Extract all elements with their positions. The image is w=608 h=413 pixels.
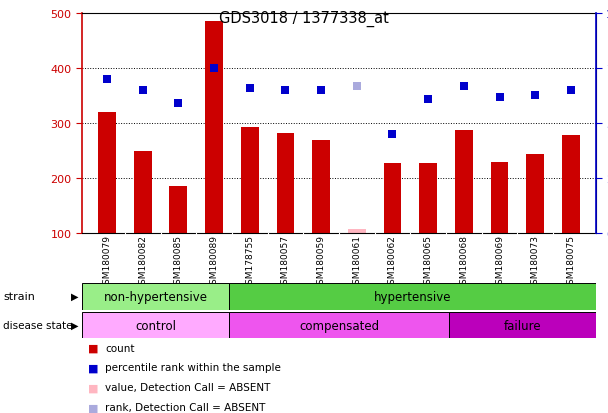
Text: disease state: disease state xyxy=(3,320,72,330)
Bar xyxy=(134,151,151,233)
Text: percentile rank within the sample: percentile rank within the sample xyxy=(105,363,281,373)
Text: GSM180082: GSM180082 xyxy=(138,235,147,290)
Bar xyxy=(82,312,229,339)
Text: ▶: ▶ xyxy=(71,291,78,301)
Bar xyxy=(455,131,473,233)
Bar xyxy=(82,283,229,310)
Bar xyxy=(98,113,116,233)
Text: non-hypertensive: non-hypertensive xyxy=(103,290,207,303)
Text: ■: ■ xyxy=(88,363,98,373)
Text: GSM178755: GSM178755 xyxy=(245,235,254,290)
Text: GSM180068: GSM180068 xyxy=(459,235,468,290)
Text: GSM180089: GSM180089 xyxy=(210,235,219,290)
Text: compensated: compensated xyxy=(299,319,379,332)
Text: GSM180065: GSM180065 xyxy=(424,235,433,290)
Text: GSM180059: GSM180059 xyxy=(317,235,326,290)
Bar xyxy=(241,128,258,233)
Bar xyxy=(277,133,294,233)
Text: hypertensive: hypertensive xyxy=(373,290,451,303)
Bar xyxy=(449,312,596,339)
Text: ■: ■ xyxy=(88,382,98,392)
Bar xyxy=(562,136,580,233)
Bar xyxy=(384,163,401,233)
Bar xyxy=(170,187,187,233)
Text: ■: ■ xyxy=(88,402,98,412)
Bar xyxy=(205,21,223,233)
Text: GSM180057: GSM180057 xyxy=(281,235,290,290)
Bar xyxy=(348,229,366,233)
Bar xyxy=(229,283,596,310)
Text: count: count xyxy=(105,343,135,353)
Text: GSM180061: GSM180061 xyxy=(352,235,361,290)
Text: strain: strain xyxy=(3,291,35,301)
Text: GSM180079: GSM180079 xyxy=(103,235,111,290)
Text: value, Detection Call = ABSENT: value, Detection Call = ABSENT xyxy=(105,382,271,392)
Text: rank, Detection Call = ABSENT: rank, Detection Call = ABSENT xyxy=(105,402,266,412)
Text: GSM180062: GSM180062 xyxy=(388,235,397,290)
Text: GSM180075: GSM180075 xyxy=(567,235,575,290)
Bar xyxy=(527,155,544,233)
Text: ▶: ▶ xyxy=(71,320,78,330)
Bar xyxy=(491,162,508,233)
Text: ■: ■ xyxy=(88,343,98,353)
Bar xyxy=(229,312,449,339)
Bar xyxy=(420,163,437,233)
Text: failure: failure xyxy=(503,319,541,332)
Text: GSM180085: GSM180085 xyxy=(174,235,183,290)
Text: GDS3018 / 1377338_at: GDS3018 / 1377338_at xyxy=(219,10,389,26)
Text: GSM180069: GSM180069 xyxy=(495,235,504,290)
Bar xyxy=(312,140,330,233)
Text: GSM180073: GSM180073 xyxy=(531,235,540,290)
Text: control: control xyxy=(135,319,176,332)
